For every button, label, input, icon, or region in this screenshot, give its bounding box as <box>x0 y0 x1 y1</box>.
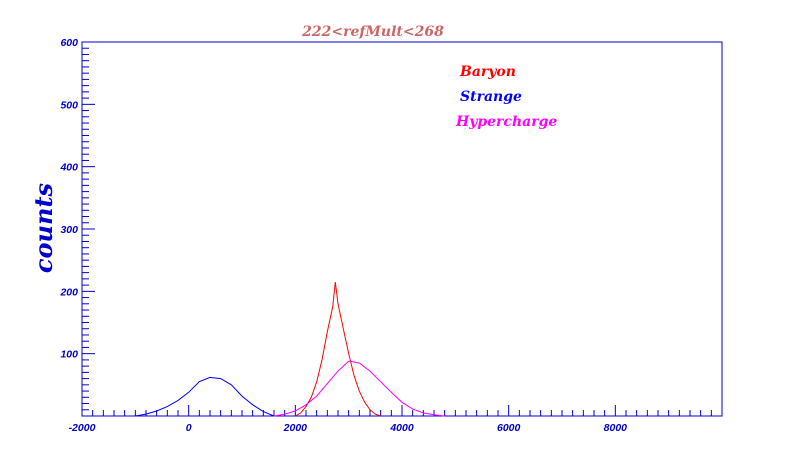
legend-entry-baryon: Baryon <box>459 64 516 80</box>
x-axis: -2000 0 2000 4000 6000 8000 <box>69 422 628 434</box>
x-tick-label: 2000 <box>283 422 308 434</box>
y-tick-label: 200 <box>59 286 78 298</box>
x-tick-label: 6000 <box>497 422 521 434</box>
y-tick-label: 400 <box>59 162 78 174</box>
y-tick-label: 100 <box>60 349 78 361</box>
x-tick-label: 8000 <box>604 422 628 434</box>
legend-entry-strange: Strange <box>460 89 522 105</box>
x-tick-label: 0 <box>186 422 192 434</box>
x-tick-label: -2000 <box>69 422 96 434</box>
y-axis: 100 200 300 400 500 600 <box>59 37 78 361</box>
chart-title: 222<refMult<268 <box>301 24 444 40</box>
series-line-baryon <box>295 281 381 417</box>
series-layer <box>135 281 445 417</box>
y-tick-label: 600 <box>60 37 78 49</box>
x-minor-ticks <box>81 405 723 416</box>
legend-entry-hypercharge: Hypercharge <box>455 114 557 130</box>
x-tick-label: 4000 <box>389 422 414 434</box>
y-axis-label: counts <box>29 182 58 273</box>
y-minor-ticks <box>82 41 95 417</box>
legend: Baryon Strange Hypercharge <box>455 64 557 130</box>
series-line-strange <box>135 376 275 417</box>
y-tick-label: 300 <box>60 224 78 236</box>
y-tick-label: 500 <box>60 99 78 111</box>
series-line-hypercharge <box>273 360 445 417</box>
plot-frame <box>81 41 723 417</box>
